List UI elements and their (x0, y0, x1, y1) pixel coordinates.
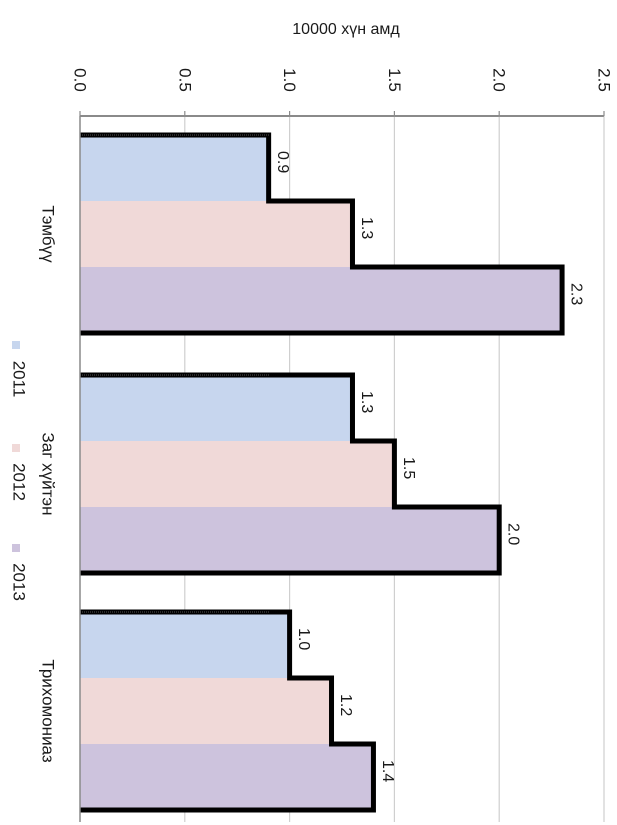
data-label: 1.3 (358, 217, 375, 239)
data-label: 1.4 (379, 760, 396, 782)
bars (80, 135, 563, 810)
bar-2012 (80, 441, 395, 507)
bar-2012 (80, 678, 332, 744)
tick-label: 2.5 (595, 68, 614, 92)
legend-label: 2012 (10, 463, 29, 501)
value-axis-ticks: 0.0 0.5 1.0 1.5 2.0 2.5 (71, 68, 614, 116)
bar-2011 (80, 135, 269, 201)
group-outline (80, 372, 502, 576)
group-outline (80, 609, 376, 813)
tick-label: 0.5 (175, 68, 194, 92)
data-label: 2.0 (505, 523, 522, 545)
tick-label: 2.0 (490, 68, 509, 92)
legend-swatch-2013 (12, 544, 20, 552)
data-labels: 0.9 1.3 2.3 1.3 1.5 2.0 1.0 1.2 1.4 (274, 151, 584, 782)
bar-2013 (80, 267, 563, 333)
legend-swatch-2011 (12, 341, 20, 349)
category-axis-labels: Тэмбүү Заг хүйтэн Трихомониаз (39, 205, 58, 762)
bar-outlines (80, 132, 565, 813)
legend-swatch-2012 (12, 444, 20, 452)
bar-2011 (80, 375, 353, 441)
data-label: 1.3 (358, 391, 375, 413)
legend-label: 2013 (10, 563, 29, 601)
data-label: 1.0 (295, 628, 312, 650)
data-label: 1.2 (337, 694, 354, 716)
value-axis-label: 10000 хүн амд (292, 21, 400, 38)
bar-2013 (80, 507, 500, 573)
bar-2012 (80, 201, 353, 267)
data-label: 2.3 (568, 283, 585, 305)
tick-label: 1.5 (385, 68, 404, 92)
data-label: 1.5 (400, 457, 417, 479)
bar-2013 (80, 744, 374, 810)
legend-label: 2011 (10, 361, 29, 398)
bar-2011 (80, 612, 290, 678)
group-outline (80, 132, 565, 336)
tick-label: 1.0 (280, 68, 299, 92)
category-label: Заг хүйтэн (39, 433, 58, 516)
data-label: 0.9 (274, 151, 291, 173)
category-label: Тэмбүү (39, 205, 58, 263)
legend: 2011 2012 2013 (10, 341, 29, 601)
tick-label: 0.0 (71, 68, 90, 92)
category-label: Трихомониаз (39, 659, 58, 762)
